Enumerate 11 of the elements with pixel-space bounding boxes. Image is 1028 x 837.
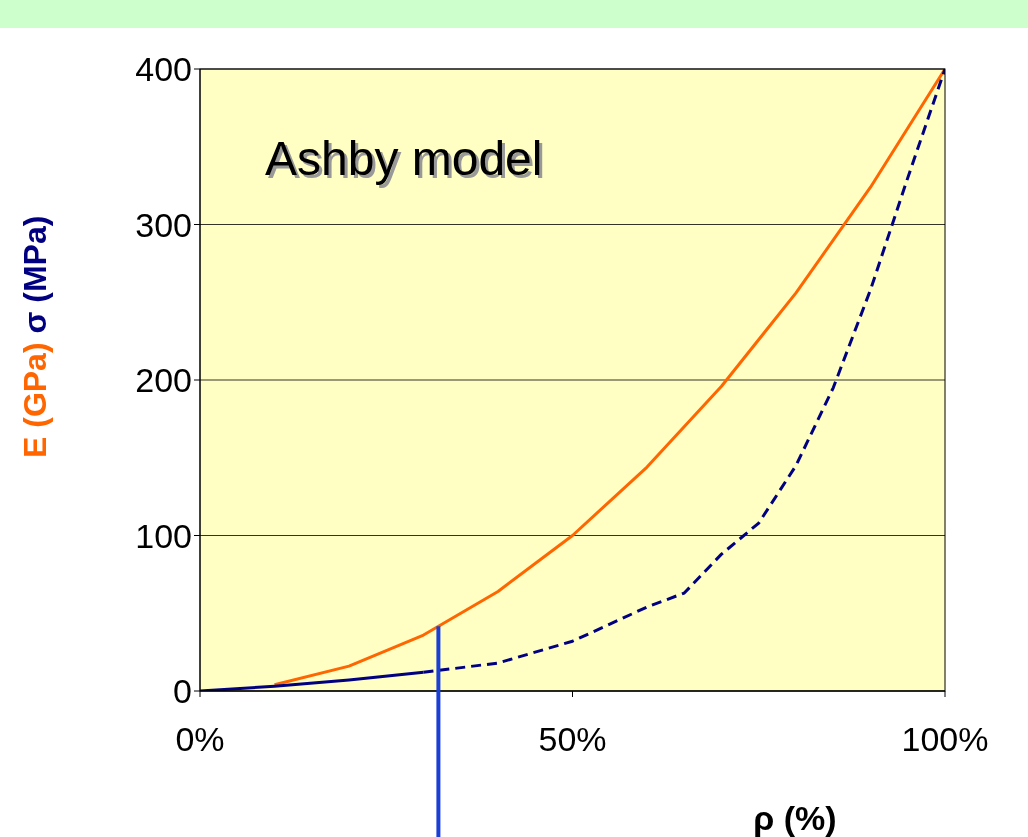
x-tick-label: 100% [901,720,989,759]
y-tick-label: 200 [135,361,192,400]
text: E (GPa) [17,342,53,458]
y-tick-label: 400 [135,50,192,89]
x-tick-label: 0% [175,720,225,759]
text: σ (MPa) [17,215,53,343]
y-tick-label: 0 [173,672,192,711]
x-tick-label: 50% [538,720,607,759]
x-axis-title: ρ (%) [753,799,837,837]
y-tick-label: 300 [135,205,192,244]
y-tick-label: 100 [135,516,192,555]
